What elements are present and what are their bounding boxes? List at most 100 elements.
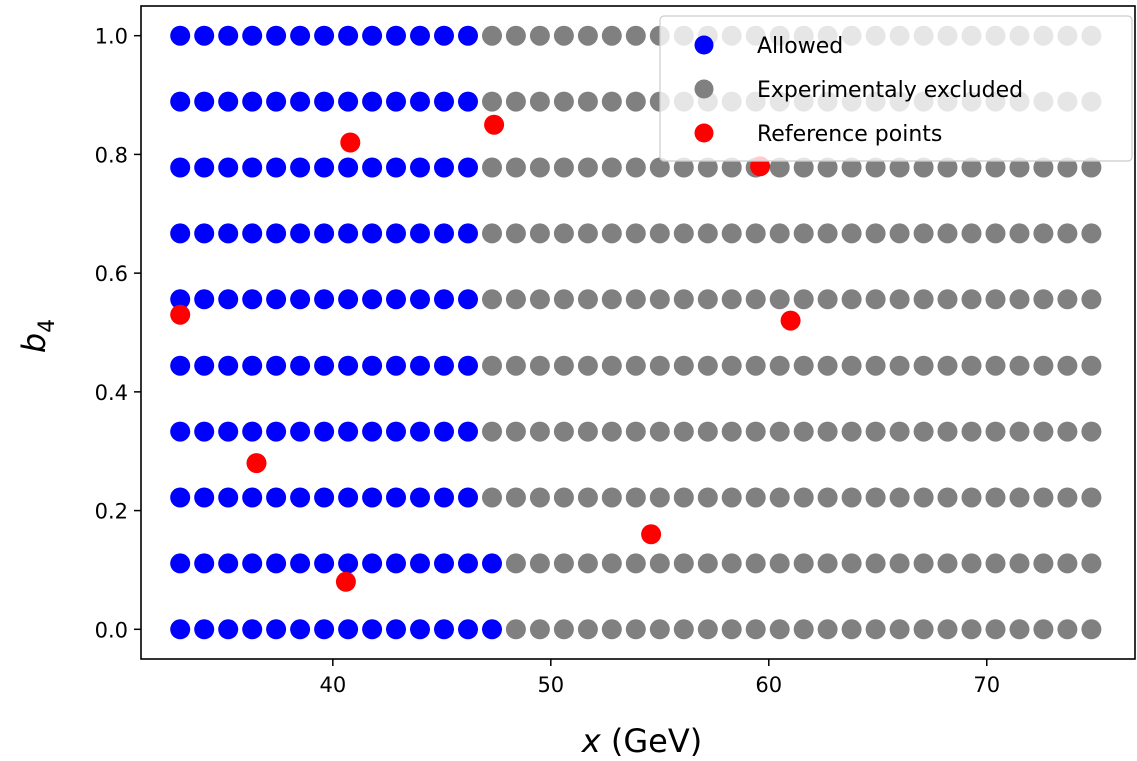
excluded-point (961, 289, 982, 310)
excluded-point (649, 619, 670, 640)
excluded-point (649, 223, 670, 244)
excluded-point (745, 553, 766, 574)
excluded-point (673, 619, 694, 640)
excluded-point (1009, 355, 1030, 376)
excluded-point (985, 355, 1006, 376)
excluded-point (649, 487, 670, 508)
excluded-point (1033, 157, 1054, 178)
excluded-point (769, 355, 790, 376)
excluded-point (841, 355, 862, 376)
x-tick-label: 70 (973, 673, 1000, 697)
allowed-point (434, 91, 454, 112)
legend-marker-allowed (694, 35, 714, 55)
allowed-point (290, 157, 311, 178)
excluded-point (721, 421, 742, 442)
allowed-point (218, 619, 239, 640)
allowed-point (434, 355, 454, 376)
allowed-point (434, 421, 454, 442)
allowed-point (170, 223, 191, 244)
allowed-point (458, 619, 478, 640)
allowed-point (410, 25, 430, 46)
allowed-point (434, 289, 454, 310)
allowed-point (314, 157, 335, 178)
excluded-point (985, 157, 1006, 178)
excluded-point (577, 619, 598, 640)
excluded-point (625, 223, 646, 244)
allowed-point (170, 355, 191, 376)
excluded-point (1081, 619, 1102, 640)
excluded-point (841, 157, 862, 178)
excluded-point (505, 619, 526, 640)
excluded-point (745, 421, 766, 442)
allowed-point (170, 421, 191, 442)
y-tick-label: 1.0 (95, 25, 128, 49)
allowed-point (386, 157, 406, 178)
excluded-point (793, 223, 814, 244)
allowed-point (314, 25, 335, 46)
excluded-point (601, 355, 622, 376)
allowed-point (218, 355, 239, 376)
excluded-point (745, 289, 766, 310)
excluded-point (553, 619, 574, 640)
allowed-point (314, 355, 335, 376)
excluded-point (697, 223, 718, 244)
excluded-point (577, 25, 598, 46)
allowed-point (338, 157, 359, 178)
allowed-point (290, 553, 311, 574)
legend-marker-reference (694, 123, 714, 143)
excluded-point (1009, 421, 1030, 442)
excluded-point (913, 355, 934, 376)
excluded-point (889, 421, 910, 442)
excluded-point (841, 487, 862, 508)
allowed-point (386, 289, 406, 310)
excluded-point (529, 289, 550, 310)
excluded-point (841, 619, 862, 640)
excluded-point (505, 487, 526, 508)
allowed-point (458, 355, 478, 376)
excluded-point (577, 421, 598, 442)
allowed-point (266, 223, 287, 244)
excluded-point (865, 421, 886, 442)
excluded-point (793, 487, 814, 508)
allowed-point (170, 487, 191, 508)
allowed-point (386, 487, 406, 508)
allowed-point (386, 619, 406, 640)
legend-label-reference: Reference points (757, 122, 942, 147)
excluded-point (961, 553, 982, 574)
excluded-point (625, 487, 646, 508)
excluded-point (505, 355, 526, 376)
excluded-point (553, 289, 574, 310)
excluded-point (529, 553, 550, 574)
allowed-point (386, 355, 406, 376)
allowed-point (218, 91, 239, 112)
allowed-point (242, 289, 263, 310)
allowed-point (410, 289, 430, 310)
excluded-point (937, 289, 958, 310)
y-tick-label: 0.2 (95, 500, 128, 524)
excluded-point (649, 355, 670, 376)
allowed-point (170, 25, 191, 46)
excluded-point (793, 289, 814, 310)
excluded-point (913, 223, 934, 244)
y-tick-label: 0.8 (95, 143, 128, 167)
excluded-point (937, 487, 958, 508)
excluded-point (913, 421, 934, 442)
excluded-point (1033, 289, 1054, 310)
allowed-point (194, 25, 215, 46)
excluded-point (1081, 487, 1102, 508)
x-tick-label: 60 (755, 673, 782, 697)
allowed-point (242, 421, 263, 442)
excluded-point (673, 289, 694, 310)
excluded-point (697, 553, 718, 574)
excluded-point (1009, 619, 1030, 640)
allowed-point (290, 25, 311, 46)
excluded-point (913, 619, 934, 640)
allowed-point (194, 223, 215, 244)
allowed-point (266, 619, 287, 640)
excluded-point (721, 355, 742, 376)
excluded-point (745, 355, 766, 376)
excluded-point (505, 421, 526, 442)
excluded-point (721, 553, 742, 574)
excluded-point (913, 289, 934, 310)
excluded-point (793, 157, 814, 178)
